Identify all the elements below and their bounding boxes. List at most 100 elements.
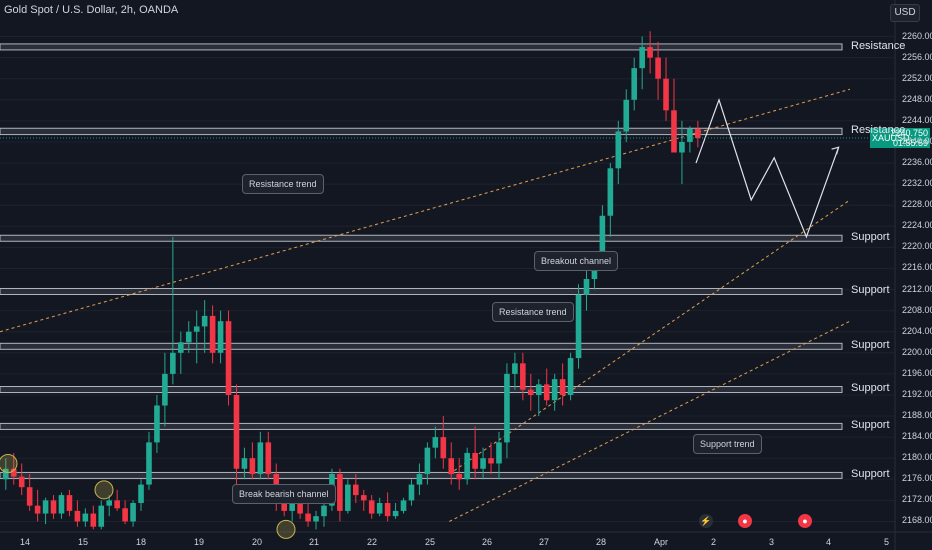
candle-body bbox=[233, 394, 240, 469]
candle-body bbox=[567, 358, 574, 395]
projection-path bbox=[695, 97, 840, 239]
candle-body bbox=[98, 505, 105, 527]
candle-body bbox=[313, 516, 319, 522]
candle-body bbox=[34, 505, 41, 514]
candle-body bbox=[607, 168, 614, 216]
price-tick-label: 2252.000 bbox=[902, 72, 932, 83]
time-tick-label: 5 bbox=[884, 537, 890, 547]
time-tick-label: 22 bbox=[367, 537, 378, 547]
time-tick-label: 26 bbox=[482, 537, 493, 547]
candle-body bbox=[456, 474, 463, 480]
price-tick-label: 2248.000 bbox=[902, 93, 932, 104]
time-tick-label: 27 bbox=[539, 537, 550, 547]
candle-body bbox=[599, 215, 606, 258]
candle-body bbox=[305, 513, 311, 522]
price-tick-label: 2260.000 bbox=[902, 30, 932, 41]
price-tick-label: 2180.000 bbox=[902, 452, 932, 463]
candle-body bbox=[631, 68, 638, 100]
candle-body bbox=[345, 484, 351, 511]
candle-body bbox=[671, 110, 677, 153]
candle-body bbox=[66, 495, 73, 511]
zone-label-resistance: Resistance bbox=[851, 124, 906, 137]
time-tick-label: 21 bbox=[309, 537, 320, 547]
candle-body bbox=[249, 458, 256, 475]
price-tick-label: 2168.000 bbox=[902, 515, 932, 526]
price-tick-label: 2244.000 bbox=[902, 114, 932, 125]
price-tick-label: 2212.000 bbox=[902, 283, 932, 294]
price-tick-label: 2236.000 bbox=[902, 157, 932, 168]
candle-body bbox=[615, 131, 622, 169]
candle-body bbox=[376, 503, 383, 514]
symbol-title: Gold Spot / U.S. Dollar, 2h, OANDA bbox=[4, 4, 179, 16]
zone-support bbox=[0, 422, 843, 430]
candle-body bbox=[448, 458, 455, 475]
candle-body bbox=[114, 500, 120, 509]
candle-body bbox=[18, 476, 25, 488]
currency-button[interactable]: USD bbox=[890, 4, 920, 22]
callout-resistance-trend-2: Resistance trend bbox=[492, 302, 574, 322]
candle-body bbox=[392, 510, 399, 517]
candle-body bbox=[583, 279, 590, 295]
candle-body bbox=[360, 495, 367, 501]
candle-body bbox=[82, 513, 89, 522]
candle-body bbox=[528, 389, 534, 395]
zone-label-support: Support bbox=[851, 468, 890, 481]
candle-body bbox=[321, 505, 327, 517]
time-tick-label: 3 bbox=[769, 537, 775, 547]
flag-event-icon[interactable]: ● bbox=[738, 514, 752, 528]
time-tick-label: 28 bbox=[596, 537, 607, 547]
time-tick-label: 19 bbox=[194, 537, 205, 547]
candle-body bbox=[257, 442, 264, 475]
zone-label-support: Support bbox=[851, 284, 890, 297]
candle-body bbox=[464, 452, 470, 480]
candle-body bbox=[146, 442, 152, 485]
candle-body bbox=[225, 321, 232, 395]
candle-body bbox=[154, 405, 160, 443]
candle-body bbox=[138, 484, 144, 504]
candle-body bbox=[10, 468, 17, 477]
zone-label-support: Support bbox=[851, 338, 890, 351]
candle-body bbox=[353, 484, 359, 496]
candle-body bbox=[400, 500, 407, 511]
zone-support bbox=[0, 287, 843, 295]
candle-body bbox=[543, 384, 550, 401]
candle-body bbox=[480, 458, 486, 469]
candle-body bbox=[551, 379, 558, 401]
price-tick-label: 2220.000 bbox=[902, 241, 932, 252]
lightning-icon[interactable]: ⚡ bbox=[699, 514, 713, 528]
time-tick-label: 18 bbox=[136, 537, 147, 547]
candle-body bbox=[496, 442, 502, 464]
candle-body bbox=[512, 363, 518, 374]
candle-body bbox=[504, 373, 510, 443]
price-tick-label: 2216.000 bbox=[902, 262, 932, 273]
candle-body bbox=[488, 458, 494, 464]
time-tick-label: 4 bbox=[826, 537, 832, 547]
current-price-value: 2240.750 bbox=[890, 128, 928, 138]
time-tick-label: 15 bbox=[78, 537, 89, 547]
callout-support-trend: Support trend bbox=[693, 434, 762, 454]
flag-event-icon-2[interactable]: ● bbox=[798, 514, 812, 528]
price-tick-label: 2196.000 bbox=[902, 367, 932, 378]
candle-body bbox=[185, 331, 192, 343]
price-tick-label: 2224.000 bbox=[902, 220, 932, 231]
candle-body bbox=[170, 352, 176, 374]
price-tick-label: 2188.000 bbox=[902, 410, 932, 421]
trend-line bbox=[449, 199, 851, 475]
candle-body bbox=[663, 78, 669, 111]
time-tick-label: 25 bbox=[425, 537, 436, 547]
candle-body bbox=[90, 513, 97, 527]
zone-label-support: Support bbox=[851, 382, 890, 395]
zone-resistance bbox=[0, 127, 843, 136]
time-tick-label: 20 bbox=[252, 537, 263, 547]
callout-break-bearish-channel: Break bearish channel bbox=[232, 484, 336, 504]
candle-body bbox=[535, 384, 542, 395]
price-tick-label: 2200.000 bbox=[902, 346, 932, 357]
zone-support bbox=[0, 342, 843, 350]
candle-body bbox=[695, 128, 701, 139]
zone-label-resistance: Resistance bbox=[851, 39, 906, 52]
candle-body bbox=[297, 500, 303, 514]
trend-line bbox=[449, 320, 851, 522]
price-tick-label: 2228.000 bbox=[902, 199, 932, 210]
current-price-symbol: XAUUSD bbox=[872, 133, 910, 143]
